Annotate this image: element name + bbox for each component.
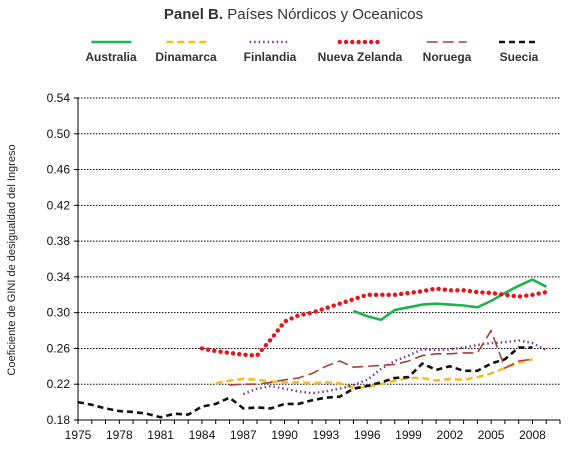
x-tick-label: 1978 [106, 428, 133, 442]
legend-label: Suecia [499, 50, 539, 64]
series-line-suecia [77, 346, 533, 419]
legend-swatch [499, 40, 539, 44]
x-tick-label: 2005 [478, 428, 505, 442]
legend: Australia Dinamarca Finlandia Nueva Zelanda… [0, 38, 587, 72]
x-tick-label: 1993 [313, 428, 340, 442]
y-tick-label: 0.30 [47, 306, 71, 320]
legend-swatch [427, 41, 467, 43]
chart-title: Panel B. Países Nórdicos y Oceanicos [0, 6, 587, 23]
y-tick-label: 0.34 [47, 270, 71, 284]
x-tick-label: 1996 [354, 428, 381, 442]
legend-label: Australia [85, 50, 137, 64]
legend-label: Nueva Zelanda [317, 50, 403, 64]
y-tick-label: 0.50 [47, 127, 71, 141]
y-tick-label: 0.54 [47, 91, 71, 105]
x-tick-label: 1987 [230, 428, 257, 442]
y-tick-label: 0.26 [47, 341, 71, 355]
x-tick-label: 1975 [65, 428, 92, 442]
x-tick-label: 2002 [436, 428, 463, 442]
legend-item: Finlandia [243, 38, 297, 64]
x-tick-label: 2008 [519, 428, 546, 442]
legend-item: Nueva Zelanda [317, 38, 403, 64]
y-tick-label: 0.18 [47, 413, 71, 427]
y-tick-label: 0.22 [47, 377, 71, 391]
x-tick-label: 1984 [189, 428, 216, 442]
legend-swatch [337, 39, 382, 45]
y-tick-label: 0.46 [47, 163, 71, 177]
x-tick-label: 1981 [147, 428, 174, 442]
legend-item: Noruega [422, 38, 472, 64]
series-line-noruega [229, 329, 533, 386]
legend-label: Finlandia [243, 50, 297, 64]
y-tick-label: 0.42 [47, 198, 71, 212]
legend-label: Dinamarca [155, 50, 217, 64]
legend-label: Noruega [422, 50, 472, 64]
y-tick-label: 0.38 [47, 234, 71, 248]
legend-item: Suecia [497, 38, 541, 64]
x-tick-label: 1999 [395, 428, 422, 442]
series-line-dinamarca [215, 357, 533, 390]
legend-swatch [166, 40, 206, 44]
series-line-nueva-zelanda [199, 286, 549, 358]
chart-title-rest: Países Nórdicos y Oceanicos [223, 6, 424, 23]
x-tick-label: 1990 [271, 428, 298, 442]
legend-item: Dinamarca [155, 38, 217, 64]
series-line-australia [352, 278, 547, 322]
legend-item: Australia [85, 38, 137, 64]
legend-swatch [90, 40, 131, 44]
chart-title-bold: Panel B. [163, 6, 224, 23]
